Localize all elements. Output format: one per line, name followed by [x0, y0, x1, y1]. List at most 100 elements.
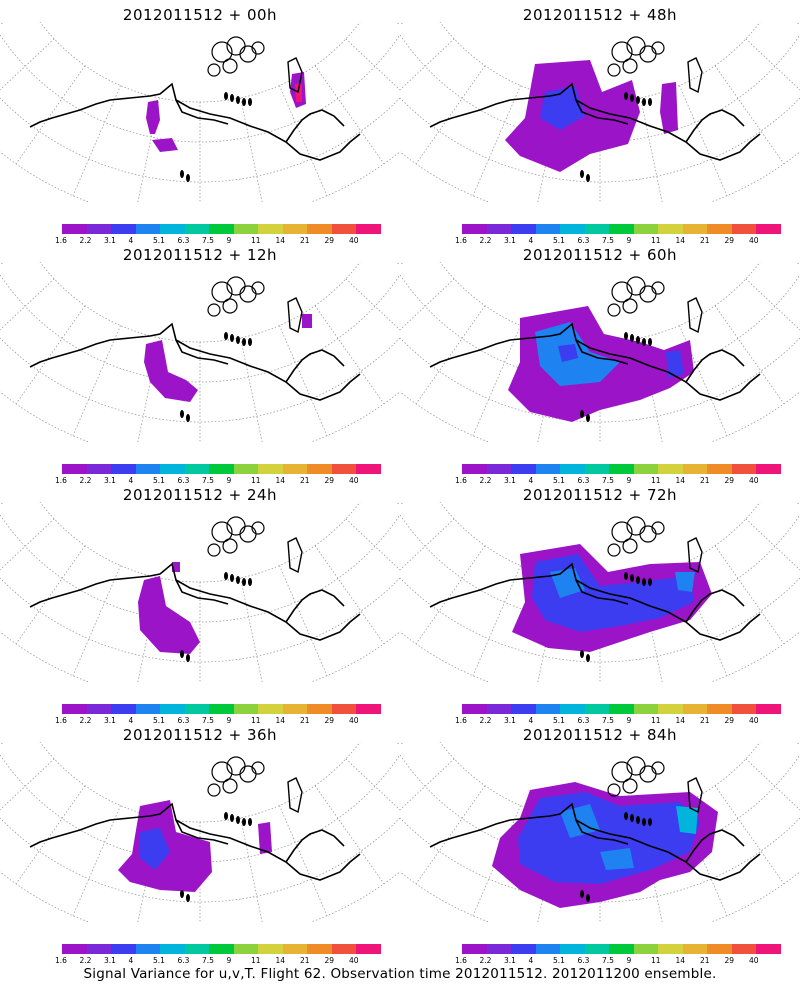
polar-map: [400, 262, 800, 442]
colorbar-swatch: [633, 944, 658, 954]
colorbar-swatch: [233, 224, 258, 234]
colorbar-tick-label: 6.3: [177, 716, 190, 725]
polar-map: [400, 742, 800, 922]
colorbar-tick-label: 7.5: [602, 236, 614, 245]
island: [248, 818, 252, 826]
forecast-panel: 2012011512 + 72h 1.6 2.2 3.1 4 5.1 6.3 7.5 9 11 14…: [400, 480, 800, 725]
variance-region: [144, 340, 198, 402]
island: [586, 654, 590, 662]
colorbar-swatch: [135, 944, 160, 954]
island: [224, 332, 228, 340]
island: [186, 894, 190, 902]
island: [180, 890, 184, 898]
colorbar-swatch: [511, 704, 536, 714]
island: [630, 574, 634, 582]
colorbar-tick-label: 11: [251, 476, 261, 485]
colorbar: [62, 464, 381, 474]
colorbar-tick-label: 7.5: [202, 476, 214, 485]
colorbar-swatch: [535, 704, 560, 714]
colorbar-swatch: [609, 704, 634, 714]
colorbar-tick-label: 4: [128, 716, 134, 725]
panel-title: 2012011512 + 00h: [122, 6, 278, 24]
colorbar-labels: 1.6 2.2 3.1 4 5.1 6.3 7.5 9 11 14 21 29 40: [55, 716, 375, 726]
colorbar-swatch: [307, 224, 332, 234]
island: [630, 814, 634, 822]
colorbar-tick-label: 29: [724, 716, 735, 725]
colorbar-swatch: [307, 944, 332, 954]
island: [586, 414, 590, 422]
colorbar-tick-label: 11: [651, 716, 661, 725]
colorbar-swatch: [462, 944, 487, 954]
colorbar-tick-label: 1.6: [55, 716, 67, 725]
variance-region: [302, 314, 312, 328]
colorbar-swatch: [658, 944, 683, 954]
colorbar-tick-label: 29: [324, 476, 335, 485]
colorbar-tick-label: 14: [675, 956, 686, 965]
colorbar-tick-label: 3.1: [104, 236, 116, 245]
colorbar-swatch: [184, 944, 209, 954]
island: [580, 170, 584, 178]
greenland-outline: [687, 777, 703, 814]
colorbar-tick-label: 40: [349, 956, 359, 965]
polar-map: [400, 22, 800, 202]
colorbar-swatch: [731, 224, 756, 234]
colorbar-tick-label: 11: [251, 956, 261, 965]
island: [230, 574, 234, 582]
colorbar-tick-label: 40: [749, 236, 759, 245]
colorbar-swatch: [511, 224, 536, 234]
colorbar-swatch: [682, 704, 707, 714]
island: [248, 578, 252, 586]
island: [580, 650, 584, 658]
colorbar-swatch: [707, 464, 732, 474]
colorbar-swatch: [756, 464, 781, 474]
colorbar-swatch: [633, 464, 658, 474]
panel-title: 2012011512 + 60h: [522, 246, 678, 264]
variance-region: [140, 828, 170, 870]
colorbar-swatch: [633, 224, 658, 234]
arctic-islands: [207, 36, 265, 77]
coastline: [429, 82, 761, 161]
colorbar-tick-label: 4: [528, 956, 534, 965]
colorbar-swatch: [633, 704, 658, 714]
colorbar-swatch: [282, 224, 307, 234]
colorbar-swatch: [258, 224, 283, 234]
panel-title: 2012011512 + 72h: [522, 486, 678, 504]
colorbar-tick-label: 2.2: [79, 716, 92, 725]
colorbar-tick-label: 21: [700, 956, 710, 965]
colorbar-tick-label: 1.6: [455, 716, 467, 725]
colorbar-swatch: [658, 224, 683, 234]
colorbar-tick-label: 3.1: [504, 476, 516, 485]
colorbar-swatch: [511, 464, 536, 474]
colorbar-tick-label: 4: [128, 476, 134, 485]
colorbar-swatch: [184, 464, 209, 474]
variance-region: [560, 804, 600, 838]
polar-map: [0, 22, 400, 202]
graticule: [0, 502, 400, 682]
colorbar-swatch: [535, 224, 560, 234]
colorbar-tick-label: 5.1: [553, 956, 565, 965]
colorbar-tick-label: 40: [749, 956, 759, 965]
colorbar-tick-label: 7.5: [602, 956, 614, 965]
island: [636, 336, 640, 344]
variance-region: [550, 568, 585, 598]
colorbar-tick-label: 5.1: [153, 476, 165, 485]
colorbar-swatch: [282, 464, 307, 474]
island: [242, 818, 246, 826]
panel-title: 2012011512 + 48h: [522, 6, 678, 24]
island: [248, 338, 252, 346]
colorbar-tick-label: 29: [724, 476, 735, 485]
colorbar-swatch: [584, 704, 609, 714]
colorbar-swatch: [209, 224, 234, 234]
island: [624, 332, 628, 340]
colorbar-swatch: [486, 224, 511, 234]
colorbar-swatch: [462, 224, 487, 234]
island: [648, 578, 652, 586]
arctic-islands: [607, 36, 665, 77]
colorbar-tick-label: 4: [528, 716, 534, 725]
colorbar-tick-label: 6.3: [577, 956, 590, 965]
colorbar-tick-label: 11: [651, 956, 661, 965]
island: [642, 338, 646, 346]
colorbar-swatch: [209, 944, 234, 954]
colorbar-tick-label: 29: [324, 956, 335, 965]
forecast-panel: 2012011512 + 24h 1.6 2.2 3.1 4 5.1 6.3 7.5 9 11 14…: [0, 480, 400, 725]
